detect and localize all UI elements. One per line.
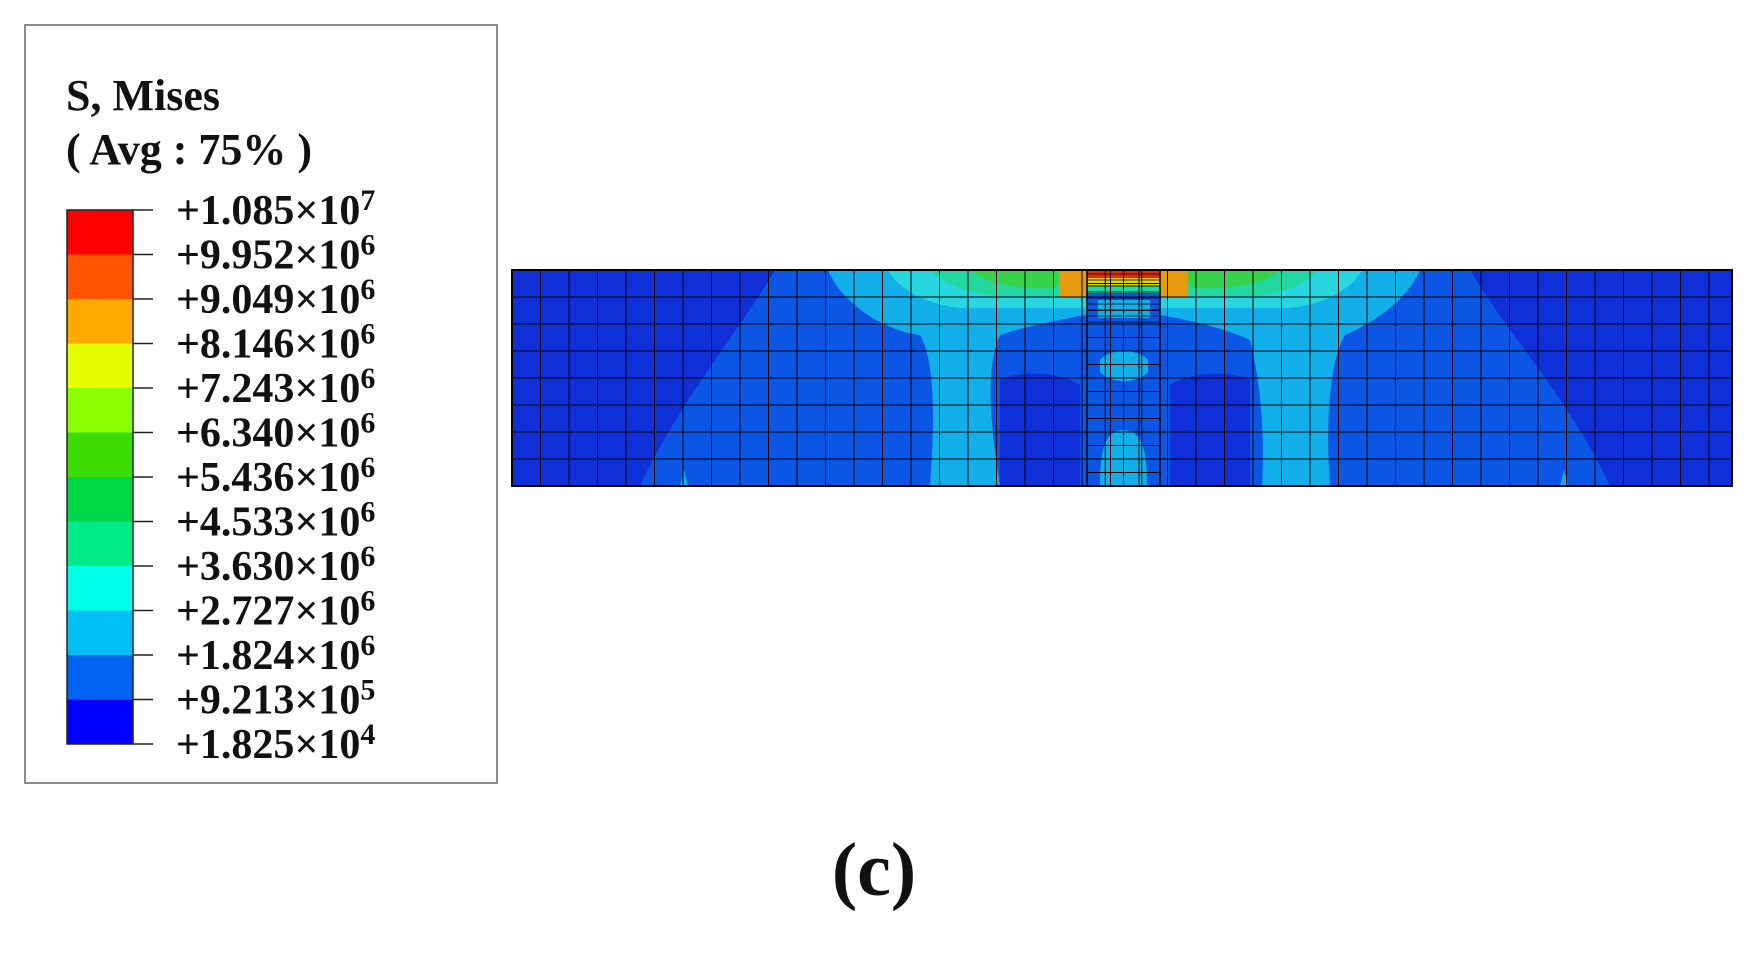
contour-region xyxy=(1059,270,1087,297)
legend-tick-label: +7.243×106 xyxy=(176,362,375,412)
legend-band xyxy=(67,521,133,567)
legend-band xyxy=(67,210,133,255)
legend-tick-label: +8.146×106 xyxy=(176,318,375,368)
mesh-grid xyxy=(512,270,1732,486)
contour-region xyxy=(680,470,688,486)
panel-label: (c) xyxy=(831,828,917,912)
legend-colorbar: +1.085×107+9.952×106+9.049×106+8.146×106… xyxy=(66,184,375,768)
legend-band xyxy=(67,699,133,745)
contour-region xyxy=(1160,270,1188,297)
legend-title: S, Mises xyxy=(66,71,220,120)
legend-tick-label: +1.825×104 xyxy=(176,718,375,768)
legend-tick-label: +4.533×106 xyxy=(176,496,375,546)
legend-tick-label: +3.630×106 xyxy=(176,540,375,590)
legend-band xyxy=(67,566,133,611)
contour-region xyxy=(1000,373,1080,486)
legend-tick-label: +9.213×105 xyxy=(176,674,375,724)
stress-contour-plot xyxy=(511,269,1733,487)
legend-band xyxy=(67,299,133,344)
legend-tick-label: +6.340×106 xyxy=(176,407,375,457)
legend-subtitle: ( Avg : 75% ) xyxy=(66,125,313,174)
legend-band xyxy=(67,343,133,389)
contour-region xyxy=(1180,270,1280,289)
contour-region xyxy=(970,270,1070,289)
legend-tick-label: +9.952×106 xyxy=(176,229,375,279)
contour-region xyxy=(1170,373,1250,486)
legend-tick-label: +9.049×106 xyxy=(176,273,375,323)
legend-band xyxy=(67,432,133,478)
legend-band xyxy=(67,655,133,700)
legend-tick-label: +5.436×106 xyxy=(176,451,375,501)
legend-tick-label: +1.085×107 xyxy=(176,184,375,234)
legend-tick-label: +1.824×106 xyxy=(176,629,375,679)
legend-band xyxy=(67,477,133,522)
legend-band xyxy=(67,388,133,433)
legend-band xyxy=(67,254,133,300)
legend-tick-label: +2.727×106 xyxy=(176,585,375,635)
beam-outline xyxy=(511,269,1733,487)
legend-band xyxy=(67,610,133,656)
